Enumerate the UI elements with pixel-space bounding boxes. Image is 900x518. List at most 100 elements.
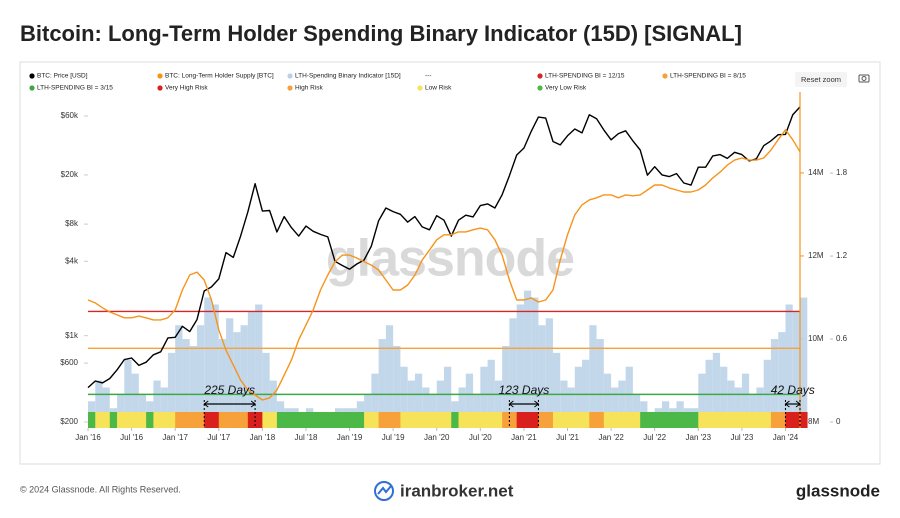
indicator-bar — [378, 339, 386, 423]
risk-band-cell — [422, 412, 430, 428]
reset-zoom-button[interactable] — [795, 72, 847, 87]
risk-band-cell — [320, 412, 329, 428]
risk-band-cell — [632, 412, 641, 428]
x-tick-label: Jul '19 — [382, 433, 405, 442]
risk-band-cell — [545, 412, 554, 428]
indicator-bar — [393, 345, 401, 423]
legend-marker — [287, 85, 293, 91]
legend-marker — [29, 85, 35, 91]
indicator-bar — [451, 401, 459, 423]
risk-band-cell — [393, 412, 401, 428]
indicator-bar — [632, 394, 641, 423]
indicator-bar — [603, 373, 612, 423]
series-line — [87, 106, 801, 389]
brand-circle — [374, 481, 394, 501]
indicator-bar — [233, 332, 241, 423]
risk-band-cell — [465, 412, 474, 428]
risk-band-cell — [349, 412, 358, 428]
brand-arrow — [377, 485, 392, 495]
risk-band-cell — [509, 412, 517, 428]
y3-tick-label: 0.6 — [836, 334, 848, 343]
camera-lens[interactable] — [861, 76, 867, 81]
indicator-bar — [88, 401, 96, 423]
indicator-bar — [247, 311, 256, 423]
y-tick-label: $1k — [65, 331, 79, 340]
legend-marker — [662, 73, 668, 79]
indicator-bar — [705, 359, 713, 423]
annotation-arrow — [508, 400, 540, 408]
risk-band-cell — [407, 412, 416, 428]
reset-zoom[interactable]: Reset zoom — [795, 72, 847, 87]
risk-band-cell — [247, 412, 256, 428]
legend-marker — [537, 73, 543, 79]
risk-band-cell — [356, 412, 365, 428]
y-tick-label: $20k — [61, 170, 79, 179]
camera-icon[interactable] — [858, 74, 870, 83]
legend-label: LTH-SPENDING BI = 12/15 — [545, 73, 625, 80]
indicator-bar — [167, 352, 176, 423]
indicator-bar — [422, 387, 430, 423]
risk-band-cell — [233, 412, 241, 428]
risk-band-cell — [669, 412, 677, 428]
indicator-bar — [153, 380, 161, 423]
risk-band-cell — [371, 412, 379, 428]
risk-band-cell — [800, 412, 808, 428]
indicator-bar — [414, 373, 423, 423]
risk-band-cell — [647, 412, 655, 428]
legend-label: LTH-SPENDING BI = 3/15 — [37, 85, 113, 92]
annotation-label: 42 Days — [771, 383, 815, 397]
x-tick-label: Jul '18 — [295, 433, 318, 442]
indicator-bar — [560, 380, 568, 423]
risk-band-cell — [240, 412, 249, 428]
risk-band-cell — [196, 412, 205, 428]
indicator-bar — [756, 387, 764, 423]
risk-band-cell — [473, 412, 481, 428]
x-tick-label: Jul '20 — [469, 433, 492, 442]
risk-band-cell — [218, 412, 227, 428]
legend-marker — [287, 73, 293, 79]
legend-marker — [29, 73, 35, 79]
legend-label: Very High Risk — [165, 85, 208, 92]
y3-tick-label: 1.2 — [836, 251, 848, 260]
legend-label: BTC: Long-Term Holder Supply [BTC] — [165, 73, 274, 80]
watermark: glassnode — [326, 230, 574, 288]
indicator-bar — [741, 373, 750, 423]
risk-band-cell — [654, 412, 663, 428]
risk-band-cell — [661, 412, 670, 428]
risk-band-cell — [494, 412, 503, 428]
indicator-bar — [552, 352, 561, 423]
y3-tick-label: 1.8 — [836, 168, 848, 177]
legend-label: LTH-Spending Binary Indicator [15D] — [295, 73, 401, 80]
indicator-bar — [371, 373, 379, 423]
reset-zoom-label[interactable]: Reset zoom — [801, 75, 841, 84]
risk-band-cell — [458, 412, 467, 428]
risk-band-cell — [88, 412, 96, 428]
y-tick-label: $4k — [65, 256, 79, 265]
indicator-bar — [255, 304, 263, 423]
risk-band-cell — [262, 412, 270, 428]
indicator-bar — [269, 380, 277, 423]
risk-band-cell — [589, 412, 597, 428]
indicator-bar — [502, 345, 510, 423]
risk-band-cell — [153, 412, 161, 428]
indicator-bar — [276, 401, 285, 423]
x-tick-label: Jan '17 — [162, 433, 188, 442]
y2-tick-label: 12M — [808, 251, 824, 260]
indicator-bar — [218, 339, 227, 423]
indicator-bar — [509, 318, 517, 423]
risk-band-cell — [313, 412, 321, 428]
risk-band-cell — [625, 412, 634, 428]
risk-band-cell — [226, 412, 234, 428]
indicator-bar — [661, 401, 670, 423]
y3-tick-label: 0 — [836, 417, 841, 426]
indicator-bar — [516, 304, 524, 423]
logo: glassnode — [796, 481, 880, 500]
risk-band-cell — [429, 412, 438, 428]
y-tick-label: $600 — [60, 358, 78, 367]
indicator-bar — [545, 318, 553, 423]
indicator-bar — [204, 297, 212, 423]
camera-body[interactable] — [858, 74, 870, 83]
x-tick-label: Jan '21 — [511, 433, 537, 442]
indicator-bar — [262, 352, 270, 423]
